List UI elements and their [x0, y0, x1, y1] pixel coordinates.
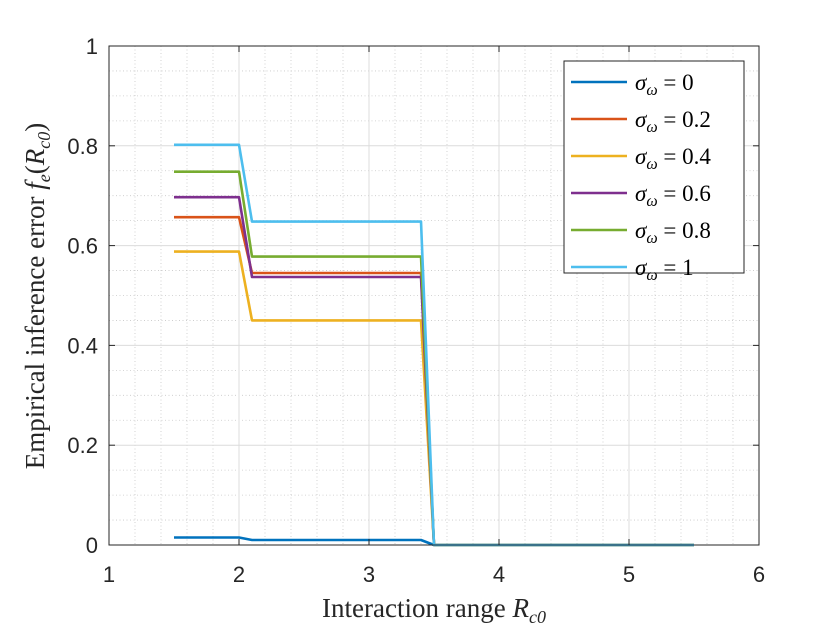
y-axis-label-close-paren: ) — [20, 123, 50, 132]
y-tick-labels: 0 0.2 0.4 0.6 0.8 1 — [67, 34, 98, 558]
legend-label-subscript: ω — [646, 82, 657, 99]
minor-grid — [109, 46, 759, 545]
x-tick-label: 5 — [623, 562, 635, 587]
y-axis-label: Empirical inference error fe(Rc0) — [20, 123, 54, 470]
legend-label-subscript: ω — [646, 230, 657, 247]
legend-label: σω = 1 — [635, 255, 694, 284]
x-axis-label: Interaction range Rc0 — [322, 593, 546, 627]
legend-label-symbol: σ — [635, 181, 648, 206]
legend-label-value: = 0 — [658, 70, 694, 95]
y-tick-label: 0.2 — [67, 433, 98, 458]
legend-label: σω = 0.8 — [635, 218, 711, 247]
plot-frame — [108, 45, 760, 546]
legend-label-value: = 0.2 — [658, 107, 711, 132]
x-axis-label-var: R — [511, 593, 529, 623]
legend-label-value: = 0.4 — [658, 144, 712, 169]
legend-label: σω = 0.4 — [635, 144, 711, 173]
legend-label-symbol: σ — [635, 70, 648, 95]
y-axis-label-fn-sub: e — [34, 174, 54, 182]
y-tick-label: 0.8 — [67, 134, 98, 159]
x-tick-label: 6 — [753, 562, 765, 587]
axis-ticks — [108, 45, 760, 546]
y-axis-label-arg: R — [20, 148, 50, 166]
legend-label-value: = 1 — [658, 255, 694, 280]
legend: σω = 0σω = 0.2σω = 0.4σω = 0.6σω = 0.8σω… — [563, 60, 745, 284]
legend-label: σω = 0 — [635, 70, 694, 99]
legend-label-value: = 0.8 — [658, 218, 711, 243]
legend-label-symbol: σ — [635, 144, 648, 169]
legend-label-symbol: σ — [635, 218, 648, 243]
x-tick-label: 4 — [493, 562, 505, 587]
x-tick-labels: 1 2 3 4 5 6 — [103, 562, 765, 587]
y-tick-label: 0 — [86, 533, 98, 558]
y-axis-label-text: Empirical inference error — [20, 190, 50, 470]
legend-label-subscript: ω — [646, 267, 657, 284]
x-axis-label-text: Interaction range — [322, 593, 512, 623]
y-tick-label: 0.6 — [67, 234, 98, 259]
x-tick-label: 2 — [233, 562, 245, 587]
legend-label-value: = 0.6 — [658, 181, 711, 206]
legend-box — [563, 60, 745, 274]
y-axis-label-open-paren: ( — [20, 165, 50, 174]
legend-label-symbol: σ — [635, 107, 648, 132]
legend-label-subscript: ω — [646, 119, 657, 136]
y-tick-label: 0.4 — [67, 333, 98, 358]
y-tick-label: 1 — [86, 34, 98, 59]
legend-label: σω = 0.6 — [635, 181, 711, 210]
legend-label-subscript: ω — [646, 193, 657, 210]
legend-entries: σω = 0σω = 0.2σω = 0.4σω = 0.6σω = 0.8σω… — [571, 70, 711, 284]
x-axis-label-sub: c0 — [529, 607, 546, 627]
y-axis-label-arg-sub: c0 — [34, 132, 54, 149]
legend-label: σω = 0.2 — [635, 107, 711, 136]
legend-label-symbol: σ — [635, 255, 648, 280]
x-tick-label: 1 — [103, 562, 115, 587]
x-tick-label: 3 — [363, 562, 375, 587]
y-axis-label-fn: f — [20, 179, 50, 190]
legend-label-subscript: ω — [646, 156, 657, 173]
